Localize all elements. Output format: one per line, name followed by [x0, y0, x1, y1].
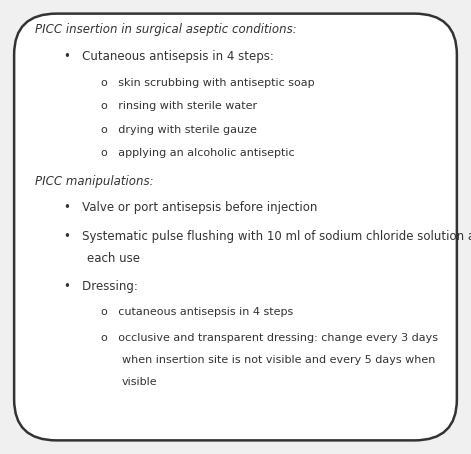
Text: •   Systematic pulse flushing with 10 ml of sodium chloride solution after: • Systematic pulse flushing with 10 ml o…: [64, 231, 471, 243]
Text: •   Dressing:: • Dressing:: [64, 280, 138, 292]
Text: o   rinsing with sterile water: o rinsing with sterile water: [101, 101, 257, 111]
FancyBboxPatch shape: [14, 14, 457, 440]
Text: visible: visible: [122, 377, 157, 387]
Text: o   occlusive and transparent dressing: change every 3 days: o occlusive and transparent dressing: ch…: [101, 333, 438, 343]
Text: o   skin scrubbing with antiseptic soap: o skin scrubbing with antiseptic soap: [101, 78, 315, 88]
Text: PICC manipulations:: PICC manipulations:: [35, 175, 154, 188]
Text: each use: each use: [87, 252, 140, 265]
Text: o   applying an alcoholic antiseptic: o applying an alcoholic antiseptic: [101, 148, 295, 158]
Text: •   Valve or port antisepsis before injection: • Valve or port antisepsis before inject…: [64, 201, 317, 214]
Text: •   Cutaneous antisepsis in 4 steps:: • Cutaneous antisepsis in 4 steps:: [64, 50, 274, 63]
Text: PICC insertion in surgical aseptic conditions:: PICC insertion in surgical aseptic condi…: [35, 23, 297, 36]
Text: when insertion site is not visible and every 5 days when: when insertion site is not visible and e…: [122, 355, 435, 365]
Text: o   cutaneous antisepsis in 4 steps: o cutaneous antisepsis in 4 steps: [101, 307, 293, 317]
Text: o   drying with sterile gauze: o drying with sterile gauze: [101, 125, 257, 135]
